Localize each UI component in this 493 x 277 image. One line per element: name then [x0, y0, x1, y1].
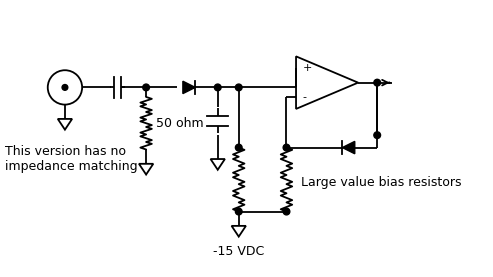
Text: Large value bias resistors: Large value bias resistors	[301, 176, 461, 189]
Circle shape	[283, 208, 290, 215]
Text: This version has no
impedance matching: This version has no impedance matching	[5, 145, 138, 173]
Text: +: +	[303, 63, 312, 73]
Circle shape	[143, 84, 149, 91]
Circle shape	[283, 144, 290, 151]
Circle shape	[235, 208, 242, 215]
Circle shape	[214, 84, 221, 91]
Circle shape	[235, 144, 242, 151]
Circle shape	[374, 79, 381, 86]
Text: -15 VDC: -15 VDC	[213, 245, 264, 258]
Circle shape	[62, 84, 68, 90]
Polygon shape	[342, 141, 355, 154]
Text: 50 ohm: 50 ohm	[156, 117, 203, 130]
Circle shape	[374, 132, 381, 138]
Polygon shape	[183, 81, 195, 94]
Text: -: -	[303, 92, 307, 102]
Circle shape	[235, 84, 242, 91]
